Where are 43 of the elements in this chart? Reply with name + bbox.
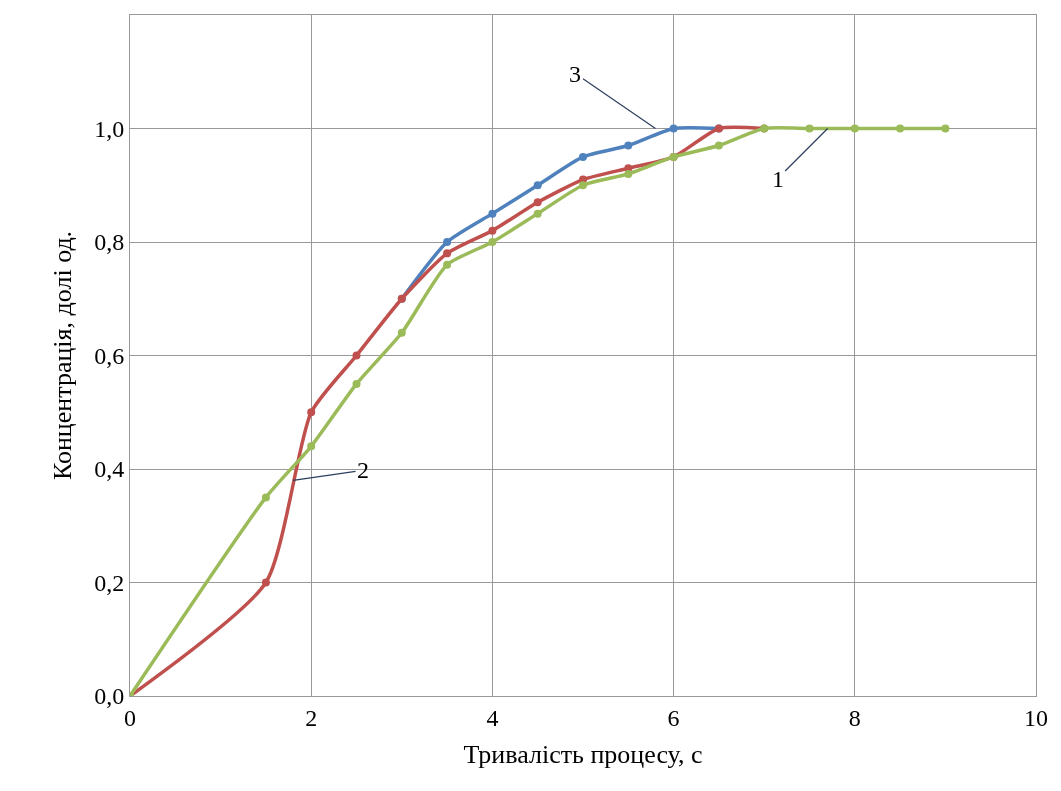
point [624, 141, 633, 150]
point [941, 124, 950, 133]
point [261, 578, 270, 587]
point [579, 181, 587, 190]
point [533, 198, 542, 207]
point [488, 238, 497, 246]
x-tick-label: 0 [124, 704, 136, 731]
point [443, 260, 452, 269]
point [307, 442, 316, 451]
point [443, 238, 452, 246]
x-tick-label: 6 [667, 704, 680, 731]
point [443, 249, 452, 258]
point [488, 226, 497, 235]
annotation: 2 [357, 457, 369, 483]
y-tick-label: 0,0 [94, 683, 125, 710]
point [805, 124, 814, 133]
y-tick-label: 0,8 [94, 229, 125, 256]
x-tick-label: 2 [305, 704, 318, 731]
x-tick-label: 10 [1024, 704, 1048, 731]
point [352, 379, 361, 388]
y-tick-label: 0,6 [94, 342, 125, 369]
point [307, 408, 316, 417]
x-tick-label: 4 [486, 704, 499, 731]
point [669, 124, 678, 133]
x-tick-label: 8 [848, 704, 861, 731]
y-tick-label: 1,0 [94, 115, 125, 142]
annotation: 3 [569, 61, 581, 87]
point [714, 141, 723, 150]
point [533, 181, 542, 190]
annotation: 1 [772, 166, 784, 192]
y-tick-label: 0,4 [94, 456, 125, 483]
point [488, 209, 497, 218]
y-tick-label: 0,2 [94, 569, 125, 596]
point [261, 493, 270, 502]
point [397, 328, 406, 337]
point [579, 152, 587, 161]
point [850, 124, 859, 133]
x-axis-title: Тривалість процесу, с [463, 740, 703, 770]
point [533, 209, 542, 218]
point [352, 351, 361, 360]
point [624, 169, 633, 178]
y-axis-title: Концентрація, долі од. [47, 230, 77, 481]
point [896, 124, 905, 133]
